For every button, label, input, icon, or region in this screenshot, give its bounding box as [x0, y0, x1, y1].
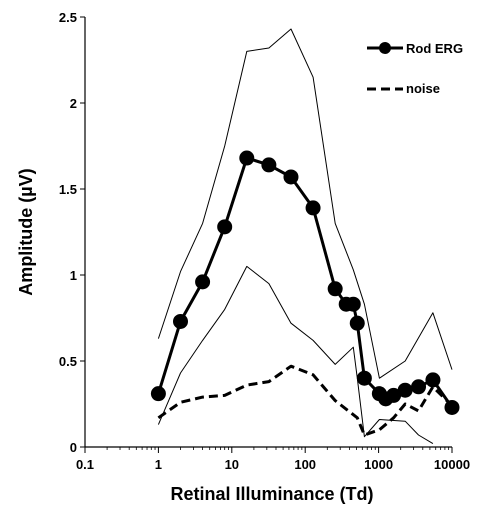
rod-erg-point [150, 386, 166, 402]
x-tick-label: 100 [294, 457, 316, 472]
axes [84, 17, 452, 448]
rod-erg-point [425, 372, 441, 388]
y-axis-title: Amplitude (µV) [16, 168, 36, 295]
rod-erg-point [172, 313, 188, 329]
rod-erg-point [283, 169, 299, 185]
legend-label-noise: noise [406, 81, 440, 96]
legend-marker-rod-erg [379, 42, 391, 54]
x-tick-label: 1 [155, 457, 162, 472]
x-tick-label: 0.1 [76, 457, 94, 472]
ticks: 0 0.5 1 1.5 2 2.5 0.1 1 10 100 1000 10000 [59, 10, 470, 472]
noise-line [157, 364, 454, 437]
y-tick-label: 1.5 [59, 182, 77, 197]
rod-erg-point [444, 399, 460, 415]
rod-erg-point [345, 296, 361, 312]
rod-erg-point [305, 200, 321, 216]
legend-label-rod-erg: Rod ERG [406, 41, 463, 56]
y-tick-label: 2.5 [59, 10, 77, 25]
rod-erg-point [356, 370, 372, 386]
rod-erg-point [261, 157, 277, 173]
rod-erg-point [217, 219, 233, 235]
rod-erg-point [411, 379, 427, 395]
rod-erg-point [327, 281, 343, 297]
upper-bound-line [157, 28, 453, 379]
y-tick-label: 0 [70, 440, 77, 455]
x-tick-label: 10 [225, 457, 239, 472]
y-tick-label: 2 [70, 96, 77, 111]
rod-erg-point [195, 274, 211, 290]
y-tick-label: 1 [70, 268, 77, 283]
x-tick-label: 10000 [434, 457, 470, 472]
legend: Rod ERG noise [367, 41, 463, 96]
lower-bound-line [157, 265, 434, 445]
x-tick-label: 1000 [364, 457, 393, 472]
rod-erg-point [239, 150, 255, 166]
x-axis-title: Retinal Illuminance (Td) [170, 484, 373, 504]
y-tick-label: 0.5 [59, 354, 77, 369]
series-markers [150, 150, 460, 415]
rod-erg-point [397, 382, 413, 398]
rod-erg-point [349, 315, 365, 331]
rod-erg-point [386, 387, 402, 403]
